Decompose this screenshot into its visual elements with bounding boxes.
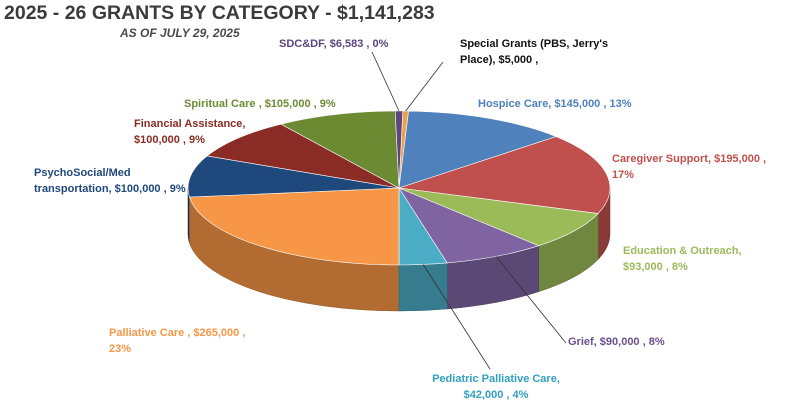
slice-label-line: Spiritual Care , $105,000 , 9% [184, 98, 336, 110]
slice-label: SDC&DF, $6,583 , 0% [279, 38, 389, 50]
slice-label: Caregiver Support, $195,000 , 17% [612, 153, 766, 181]
pie-slice [187, 155, 400, 198]
pie-slice [398, 187, 599, 247]
slice-label: Palliative Care , $265,000 , 23% [109, 327, 245, 355]
slice-label-line: 23% [109, 343, 131, 355]
slice-label-line: PsychoSocial/Med [34, 167, 131, 179]
slice-label-line: 17% [612, 169, 634, 181]
slice-label-line: transportation, $100,000 , 9% [34, 183, 186, 195]
slice-label-line: Caregiver Support, $195,000 , [612, 153, 766, 165]
leader-line [422, 264, 491, 370]
pie-slice [206, 123, 400, 189]
slice-label-line: Special Grants (PBS, Jerry's [460, 38, 608, 50]
slice-label: Pediatric Palliative Care, $42,000 , 4% [432, 373, 560, 401]
pie-slice [189, 187, 400, 266]
slice-label-line: $100,000 , 9% [134, 134, 205, 146]
slice-label-line: Financial Assistance, [134, 118, 245, 130]
slice-labels: Special Grants (PBS, Jerry's Place), $5,0… [34, 38, 766, 401]
slice-label-line: Hospice Care, $145,000 , 13% [478, 98, 632, 110]
leader-lines [371, 51, 567, 370]
pie-slice [398, 136, 611, 214]
slice-label-line: Grief, $90,000 , 8% [568, 336, 665, 348]
slice-label-line: Pediatric Palliative Care, [432, 373, 560, 385]
pie-tops [187, 110, 611, 266]
slice-label-line: Education & Outreach, [623, 245, 742, 257]
pie-slice [398, 110, 557, 189]
chart-title: 2025 - 26 GRANTS BY CATEGORY - $1,141,28… [4, 2, 435, 24]
pie-slice-side [398, 262, 448, 312]
slice-label: Hospice Care, $145,000 , 13% [478, 98, 632, 110]
slice-label-line: $93,000 , 8% [623, 261, 688, 273]
leader-line [495, 256, 567, 344]
slice-label: Grief, $90,000 , 8% [568, 336, 665, 348]
slice-label: Special Grants (PBS, Jerry's Place), $5,0… [460, 38, 608, 66]
slice-label-line: Place), $5,000 , [460, 54, 538, 66]
slice-label-line: Palliative Care , $265,000 , [109, 327, 245, 339]
slice-label-line: $42,000 , 4% [464, 389, 529, 401]
slice-label: Financial Assistance, $100,000 , 9% [134, 118, 245, 146]
leader-line [371, 51, 400, 112]
slice-label: Education & Outreach, $93,000 , 8% [623, 245, 742, 273]
slice-label: Spiritual Care , $105,000 , 9% [184, 98, 336, 110]
leader-line [405, 61, 444, 112]
chart-subtitle: AS OF JULY 29, 2025 [120, 26, 240, 40]
slice-label-line: SDC&DF, $6,583 , 0% [279, 38, 389, 50]
pie-slice [280, 110, 400, 189]
pie-slice [398, 187, 540, 264]
slice-label: PsychoSocial/Med transportation, $100,000… [34, 167, 186, 195]
